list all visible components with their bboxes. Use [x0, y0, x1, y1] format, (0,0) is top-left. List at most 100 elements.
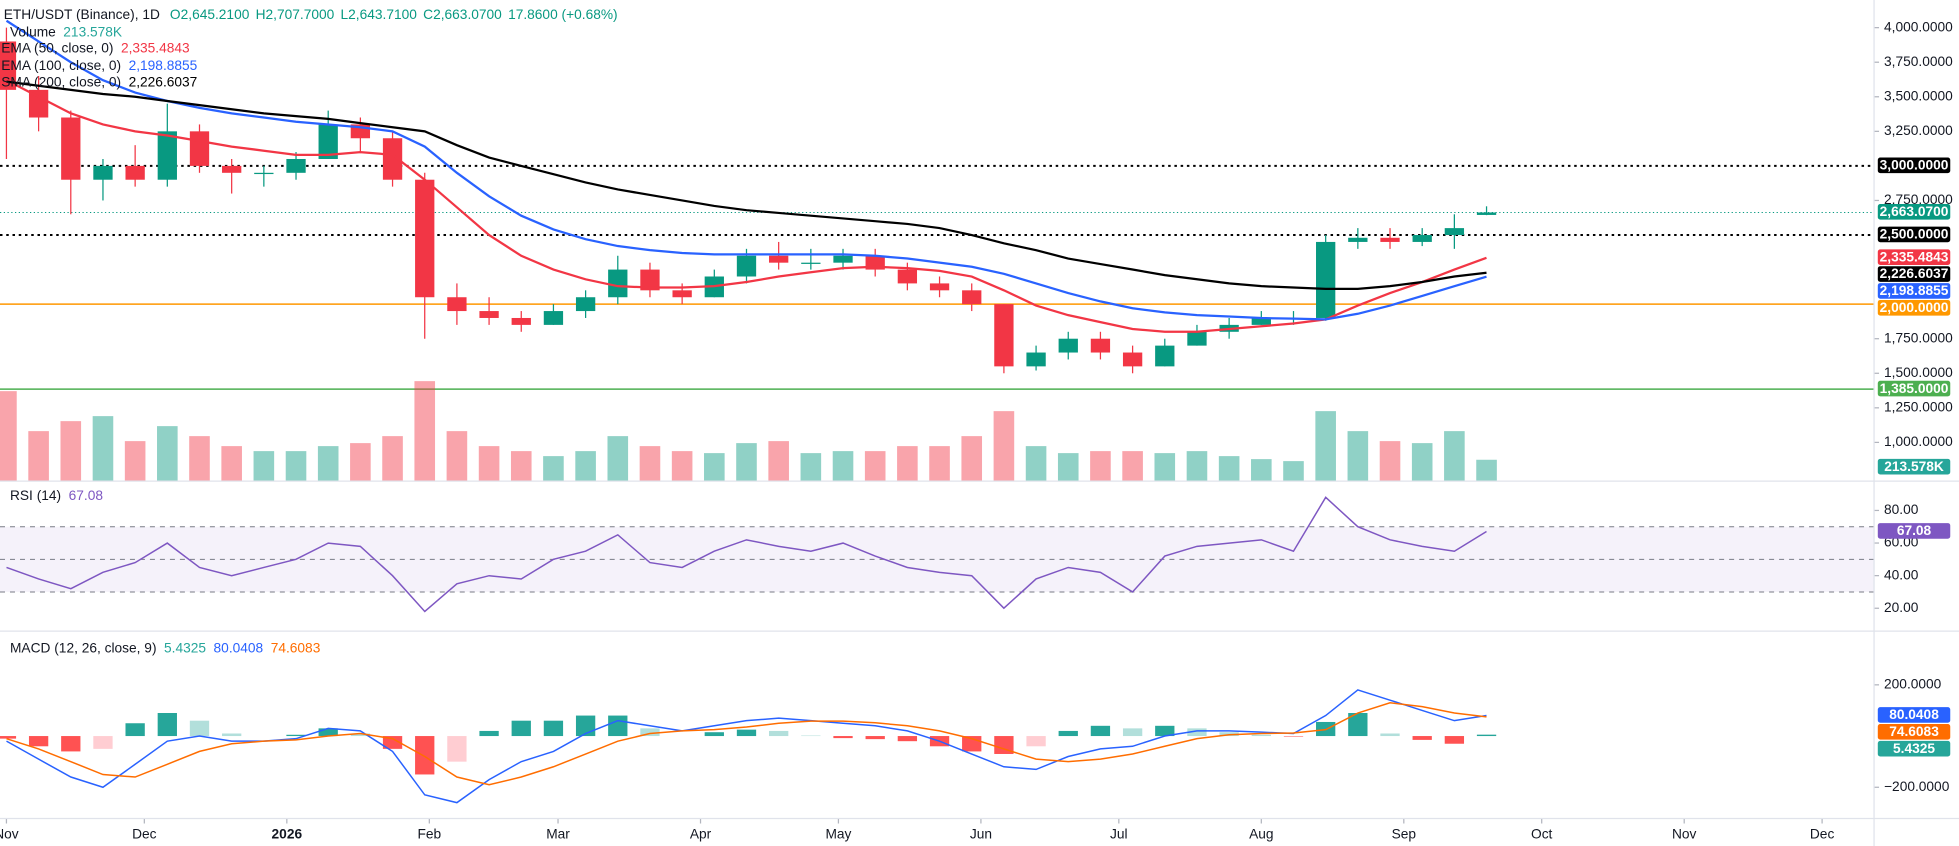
ema100-legend: EMA (100, close, 0) 2,198.8855 [1, 58, 197, 73]
volume-bar [1090, 451, 1111, 482]
macd-line [6, 689, 1487, 804]
macd-histogram-bar [28, 736, 49, 747]
macd-histogram-bar [994, 736, 1014, 754]
candle-body [1444, 228, 1465, 236]
candle-body [1026, 352, 1046, 367]
x-tick-label: Jul [1110, 826, 1128, 841]
rsi-line [6, 496, 1487, 613]
price-label: 2,663.0700 [1880, 204, 1949, 219]
volume-bar [832, 451, 854, 482]
macd-histogram-bar [1348, 713, 1368, 737]
macd-histogram-bar [382, 736, 403, 749]
candle-body [0, 41, 17, 90]
candle-body [672, 290, 692, 298]
volume-bar [1444, 431, 1465, 482]
macd-histogram-bar [1283, 736, 1304, 737]
price-label-box [1877, 458, 1951, 475]
x-tick-label: Dec [1810, 826, 1835, 841]
low-text: L2,643.7100 [341, 7, 418, 22]
macd-histogram-bar [222, 733, 242, 737]
candle-body [254, 172, 274, 175]
volume-bar [575, 451, 596, 482]
y-tick-label: 1,000.0000 [1884, 434, 1953, 449]
x-tick-label: Sep [1392, 826, 1417, 841]
price-label-box [1877, 380, 1951, 397]
macd-histogram-bar [1090, 725, 1111, 737]
open-text: O2,645.2100 [170, 7, 250, 22]
candle-body [1090, 338, 1111, 353]
price-label-box [1877, 157, 1951, 174]
volume-bar [1057, 453, 1079, 482]
main-layer [0, 19, 1497, 804]
x-tick-label: Dec [132, 826, 157, 841]
macd-histogram-bar [350, 733, 371, 737]
y-tick-label: 1,750.0000 [1884, 330, 1953, 345]
x-tick-label: Nov [1672, 826, 1697, 841]
price-label: 2,226.6037 [1880, 266, 1949, 281]
ema100-value: 2,198.8855 [129, 58, 198, 73]
volume-bar [768, 441, 789, 482]
volume-bar [60, 421, 82, 482]
macd-histogram-bar [833, 736, 853, 739]
x-tick-label: Mar [546, 826, 570, 841]
candle-body [736, 255, 757, 277]
x-tick-label: 2026 [272, 826, 303, 841]
y-tick-label: 20.00 [1884, 600, 1919, 615]
candle-body [222, 165, 242, 173]
candle-body [157, 131, 177, 180]
macd-histogram-bar [801, 735, 821, 737]
price-label-box [1877, 283, 1951, 299]
candle-body [93, 165, 113, 180]
candle-body [1412, 235, 1432, 242]
volume-bar [1411, 443, 1433, 482]
volume-bar [1154, 453, 1176, 482]
overlay-line [5, 19, 1487, 321]
close-text: C2,663.0700 [423, 7, 502, 22]
volume-bar [1379, 441, 1401, 482]
symbol-legend: ETH/USDT (Binance), 1D O2,645.2100 H2,707.… [4, 7, 618, 22]
volume-bar [736, 443, 757, 482]
macd-histogram-bar [736, 729, 757, 737]
y-tick-label: 80.00 [1884, 502, 1919, 517]
price-label: 2,500.0000 [1880, 227, 1949, 242]
macd-histogram-bar [0, 736, 17, 739]
volume-bar [446, 431, 468, 482]
macd-legend: MACD (12, 26, close, 9) 5.4325 80.0408 74.6… [10, 640, 321, 655]
candle-body [511, 317, 531, 325]
macd-histogram-bar [704, 732, 724, 737]
macd-histogram-bar [1187, 728, 1207, 737]
candle-body [640, 269, 660, 291]
macd-histogram-bar [1058, 730, 1078, 737]
candle-body [1155, 345, 1175, 367]
signal-value: 74.6083 [271, 640, 321, 655]
y-tick-label: −200.0000 [1884, 779, 1950, 794]
volume-bar [864, 451, 886, 482]
candle-body [125, 165, 145, 180]
candle-body [897, 269, 918, 284]
volume-bar [897, 446, 918, 482]
back-layer: 4,000.0000 3,750.0000 3,500.0000 3,250.0000… [0, 19, 1953, 841]
price-label-box [1877, 249, 1951, 265]
candle-body [1187, 331, 1207, 346]
candle-body [962, 290, 982, 305]
rsi-name: RSI (14) [10, 488, 61, 503]
volume-bar [92, 416, 114, 482]
macd-value: 80.0408 [214, 640, 264, 655]
volume-bar [382, 436, 403, 482]
volume-bar [1476, 459, 1497, 482]
candle-body [929, 283, 950, 291]
macd-histogram-bar [1380, 733, 1400, 737]
macd-histogram-bar [543, 720, 564, 737]
candle-body [1316, 241, 1336, 318]
macd-histogram-bar [189, 720, 210, 737]
volume-bar [414, 381, 436, 482]
candle-body [608, 269, 628, 298]
candle-body [382, 138, 403, 180]
macd-histogram-bar [415, 736, 435, 775]
volume-bar [221, 446, 242, 482]
sma200-legend: SMA (200, close, 0) 2,226.6037 [1, 74, 197, 89]
macd-histogram-bar [1122, 728, 1143, 737]
volume-bar [28, 431, 49, 482]
